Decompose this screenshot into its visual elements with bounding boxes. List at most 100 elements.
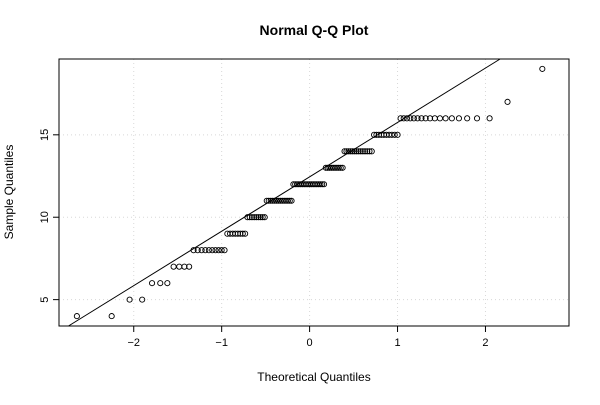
qq-point xyxy=(353,148,360,155)
qq-point xyxy=(284,197,291,204)
y-tick-label: 10 xyxy=(39,211,51,223)
qq-point xyxy=(269,197,276,204)
qq-point xyxy=(215,247,222,254)
qq-reference-line xyxy=(68,58,501,327)
qq-point xyxy=(347,148,354,155)
qq-point xyxy=(164,280,171,287)
qq-point xyxy=(473,115,481,122)
qq-point xyxy=(351,148,358,155)
grid-layer xyxy=(59,59,569,326)
qq-point xyxy=(335,164,342,171)
qq-point xyxy=(388,131,395,138)
qq-point xyxy=(212,247,219,254)
qq-point xyxy=(253,214,260,221)
x-tick-label: 0 xyxy=(307,337,313,349)
qq-point xyxy=(436,115,444,122)
qq-point xyxy=(397,115,404,122)
qq-point xyxy=(255,214,262,221)
qq-point xyxy=(263,197,270,204)
qq-point xyxy=(345,148,352,155)
qq-point xyxy=(539,65,546,72)
qq-point xyxy=(176,263,183,270)
qq-point xyxy=(403,115,410,122)
qq-point xyxy=(157,280,164,287)
qq-point xyxy=(364,148,371,155)
qq-point xyxy=(448,115,455,122)
qq-point xyxy=(368,148,375,155)
qq-point xyxy=(394,131,401,138)
plot-frame xyxy=(58,58,570,327)
qq-point xyxy=(361,148,369,155)
qq-point xyxy=(414,115,421,122)
qq-point xyxy=(209,247,216,254)
qq-point xyxy=(242,230,249,237)
qq-point xyxy=(205,247,212,254)
qq-point xyxy=(246,214,253,221)
qq-point xyxy=(319,181,326,188)
qq-point xyxy=(261,214,268,221)
qq-point xyxy=(248,214,256,221)
qq-point xyxy=(190,247,197,254)
qq-point xyxy=(149,280,156,287)
qq-point xyxy=(504,98,511,105)
qq-point xyxy=(257,214,264,221)
qq-point xyxy=(194,247,201,254)
qq-point xyxy=(349,148,356,155)
qq-point xyxy=(126,296,133,303)
qq-point xyxy=(343,148,350,155)
qq-point xyxy=(357,148,364,155)
qq-point xyxy=(418,115,425,122)
x-tick-label: −1 xyxy=(215,337,228,349)
qq-point xyxy=(267,197,274,204)
qq-point xyxy=(244,214,251,221)
qq-point xyxy=(271,197,278,204)
points-layer xyxy=(73,65,546,320)
qq-point xyxy=(359,148,366,155)
qq-point xyxy=(108,313,115,320)
qq-point xyxy=(73,313,80,320)
reference-line-layer xyxy=(68,58,501,327)
qq-point xyxy=(410,115,417,122)
qq-point xyxy=(320,181,328,188)
qq-point xyxy=(355,148,362,155)
x-tick-label: −2 xyxy=(127,337,140,349)
qq-point xyxy=(341,148,348,155)
qq-point xyxy=(455,115,462,122)
qq-point xyxy=(442,115,449,122)
qq-point xyxy=(286,197,293,204)
qq-point xyxy=(288,197,295,204)
qq-point xyxy=(464,115,471,122)
qq-point xyxy=(391,131,398,138)
y-axis-label: Sample Quantiles xyxy=(2,145,16,240)
x-tick-label: 2 xyxy=(482,337,488,349)
qq-point xyxy=(251,214,258,221)
qq-point xyxy=(317,181,324,188)
y-tick-label: 15 xyxy=(39,129,51,141)
x-axis-label: Theoretical Quantiles xyxy=(257,370,370,384)
qq-point xyxy=(407,115,414,122)
y-tick-label: 5 xyxy=(39,297,51,303)
qq-point xyxy=(265,197,272,204)
qq-point xyxy=(139,296,146,303)
qq-point xyxy=(400,115,407,122)
qq-point xyxy=(486,115,493,122)
qq-point xyxy=(170,263,177,270)
qq-point xyxy=(366,148,373,155)
qq-point xyxy=(259,214,266,221)
axes-layer: −2 −1 0 1 2 5 10 15 xyxy=(39,129,489,349)
qq-point xyxy=(337,164,344,171)
qq-point xyxy=(339,164,346,171)
qq-point xyxy=(221,247,228,254)
qq-point xyxy=(331,164,339,171)
qq-point xyxy=(186,263,193,270)
qq-point xyxy=(333,164,340,171)
qq-point xyxy=(198,247,205,254)
qq-point xyxy=(273,197,280,204)
qq-point xyxy=(218,247,225,254)
qq-point xyxy=(275,197,282,204)
qq-point xyxy=(239,230,246,237)
x-tick-label: 1 xyxy=(394,337,400,349)
qq-point xyxy=(422,115,429,122)
